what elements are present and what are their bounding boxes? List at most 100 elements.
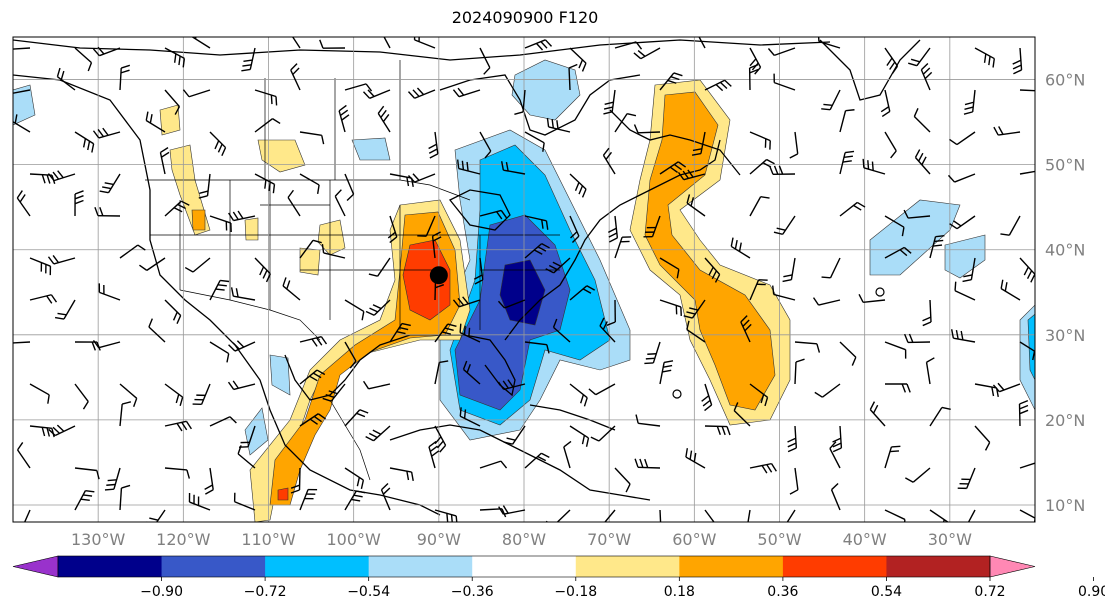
- wind-barb: [659, 161, 687, 175]
- wind-barb: [590, 425, 616, 442]
- wind-barb: [546, 117, 571, 133]
- wind-barb: [992, 382, 1021, 393]
- wind-barb: [473, 257, 484, 285]
- wind-barb: [198, 173, 211, 199]
- wind-barb: [299, 369, 326, 385]
- wind-barb: [29, 294, 58, 304]
- wind-barb: [614, 467, 631, 493]
- wind-barb: [299, 239, 322, 259]
- wind-barb: [74, 131, 95, 153]
- wind-barb: [344, 83, 373, 92]
- colorbar-labels: −0.90 −0.72 −0.54 −0.36 −0.18 0.18 0.36 0.54 0.7…: [140, 577, 1105, 600]
- wind-barb: [48, 424, 76, 437]
- colorbar-segment: [161, 556, 266, 577]
- wind-barb: [434, 509, 458, 522]
- wind-barb: [829, 441, 841, 469]
- wind-barb: [545, 257, 571, 274]
- wind-barb: [634, 458, 661, 469]
- wind-barb: [479, 47, 491, 75]
- wind-barb: [773, 73, 796, 91]
- wind-barb: [704, 257, 721, 283]
- colorbar-tick-label: −0.54: [347, 584, 390, 600]
- lon-tick-label: 50°W: [757, 530, 801, 549]
- wind-barb: [104, 467, 121, 491]
- wind-barb: [119, 244, 146, 259]
- wind-barb: [380, 483, 391, 511]
- wind-barb: [56, 67, 76, 91]
- wind-barb: [884, 131, 897, 159]
- positive-anomaly-region: [159, 104, 181, 136]
- wind-barb: [569, 173, 587, 198]
- wind-barb: [1000, 215, 1021, 236]
- wind-barb: [92, 127, 121, 139]
- negative-anomaly-region: [1027, 313, 1035, 381]
- wind-barb: [552, 318, 571, 343]
- wind-barb: [54, 299, 76, 320]
- wind-barb: [362, 89, 391, 99]
- colorbar-tick-label: 0.54: [871, 584, 902, 600]
- wind-barb: [254, 257, 271, 283]
- wind-barb: [228, 340, 256, 352]
- wind-barb: [146, 509, 166, 522]
- wind-barb: [524, 452, 550, 469]
- greenland-coastline: [819, 39, 921, 101]
- wind-barb: [588, 383, 616, 396]
- negative-anomaly-region: [511, 59, 581, 121]
- map-area: [13, 37, 1035, 522]
- wind-barb: [434, 360, 449, 385]
- wind-barb: [949, 215, 976, 230]
- wind-barb: [159, 147, 170, 175]
- negative-anomaly-region: [13, 84, 36, 126]
- wind-barb: [614, 112, 637, 133]
- wind-barb: [148, 318, 166, 343]
- wind-barb: [685, 448, 706, 469]
- wind-barb: [299, 173, 320, 194]
- wind-barb: [748, 64, 759, 91]
- wind-barb: [929, 406, 951, 427]
- wind-barb: [377, 105, 391, 133]
- positive-anomaly-region: [191, 209, 206, 231]
- wind-barb: [794, 358, 805, 385]
- wind-barb: [814, 383, 841, 398]
- wind-barb: [209, 131, 227, 157]
- colorbar-frame: [57, 555, 991, 578]
- wind-barb: [524, 243, 550, 259]
- negative-anomaly-region: [351, 137, 391, 161]
- wind-barb: [1019, 462, 1035, 469]
- map-frame: [12, 36, 1036, 523]
- wind-barb: [1019, 341, 1035, 361]
- wind-barb: [884, 215, 905, 237]
- wind-barb: [733, 402, 751, 427]
- wind-barb: [479, 131, 492, 159]
- wind-barb: [209, 341, 230, 363]
- arctic-coastline: [13, 39, 831, 61]
- wind-barb: [344, 467, 365, 490]
- wind-barb: [434, 323, 457, 343]
- wind-barb: [677, 169, 706, 181]
- wind-barb: [321, 243, 346, 259]
- wind-barb: [862, 158, 886, 175]
- wind-barb: [291, 37, 301, 49]
- lon-tick-label: 100°W: [326, 530, 381, 549]
- wind-barb: [922, 299, 932, 327]
- wind-barb: [1019, 89, 1035, 92]
- wind-barb: [237, 445, 256, 469]
- wind-barb: [365, 299, 391, 316]
- wind-barb: [452, 87, 481, 98]
- wind-barb: [929, 235, 945, 259]
- wind-barb: [749, 131, 771, 150]
- colorbar-tick-label: 0.18: [664, 584, 695, 600]
- wind-barb: [290, 63, 301, 91]
- wind-barb: [686, 320, 706, 343]
- colorbar-segment: [472, 556, 577, 577]
- wind-barb: [498, 505, 526, 515]
- wind-barb: [434, 425, 447, 453]
- wind-barb: [947, 173, 976, 183]
- negative-anomaly-region: [269, 354, 291, 396]
- wind-barb: [635, 414, 661, 427]
- wind-barb: [233, 492, 256, 511]
- wind-barb: [659, 257, 680, 279]
- wind-barb: [782, 257, 796, 283]
- wind-barb: [569, 215, 580, 243]
